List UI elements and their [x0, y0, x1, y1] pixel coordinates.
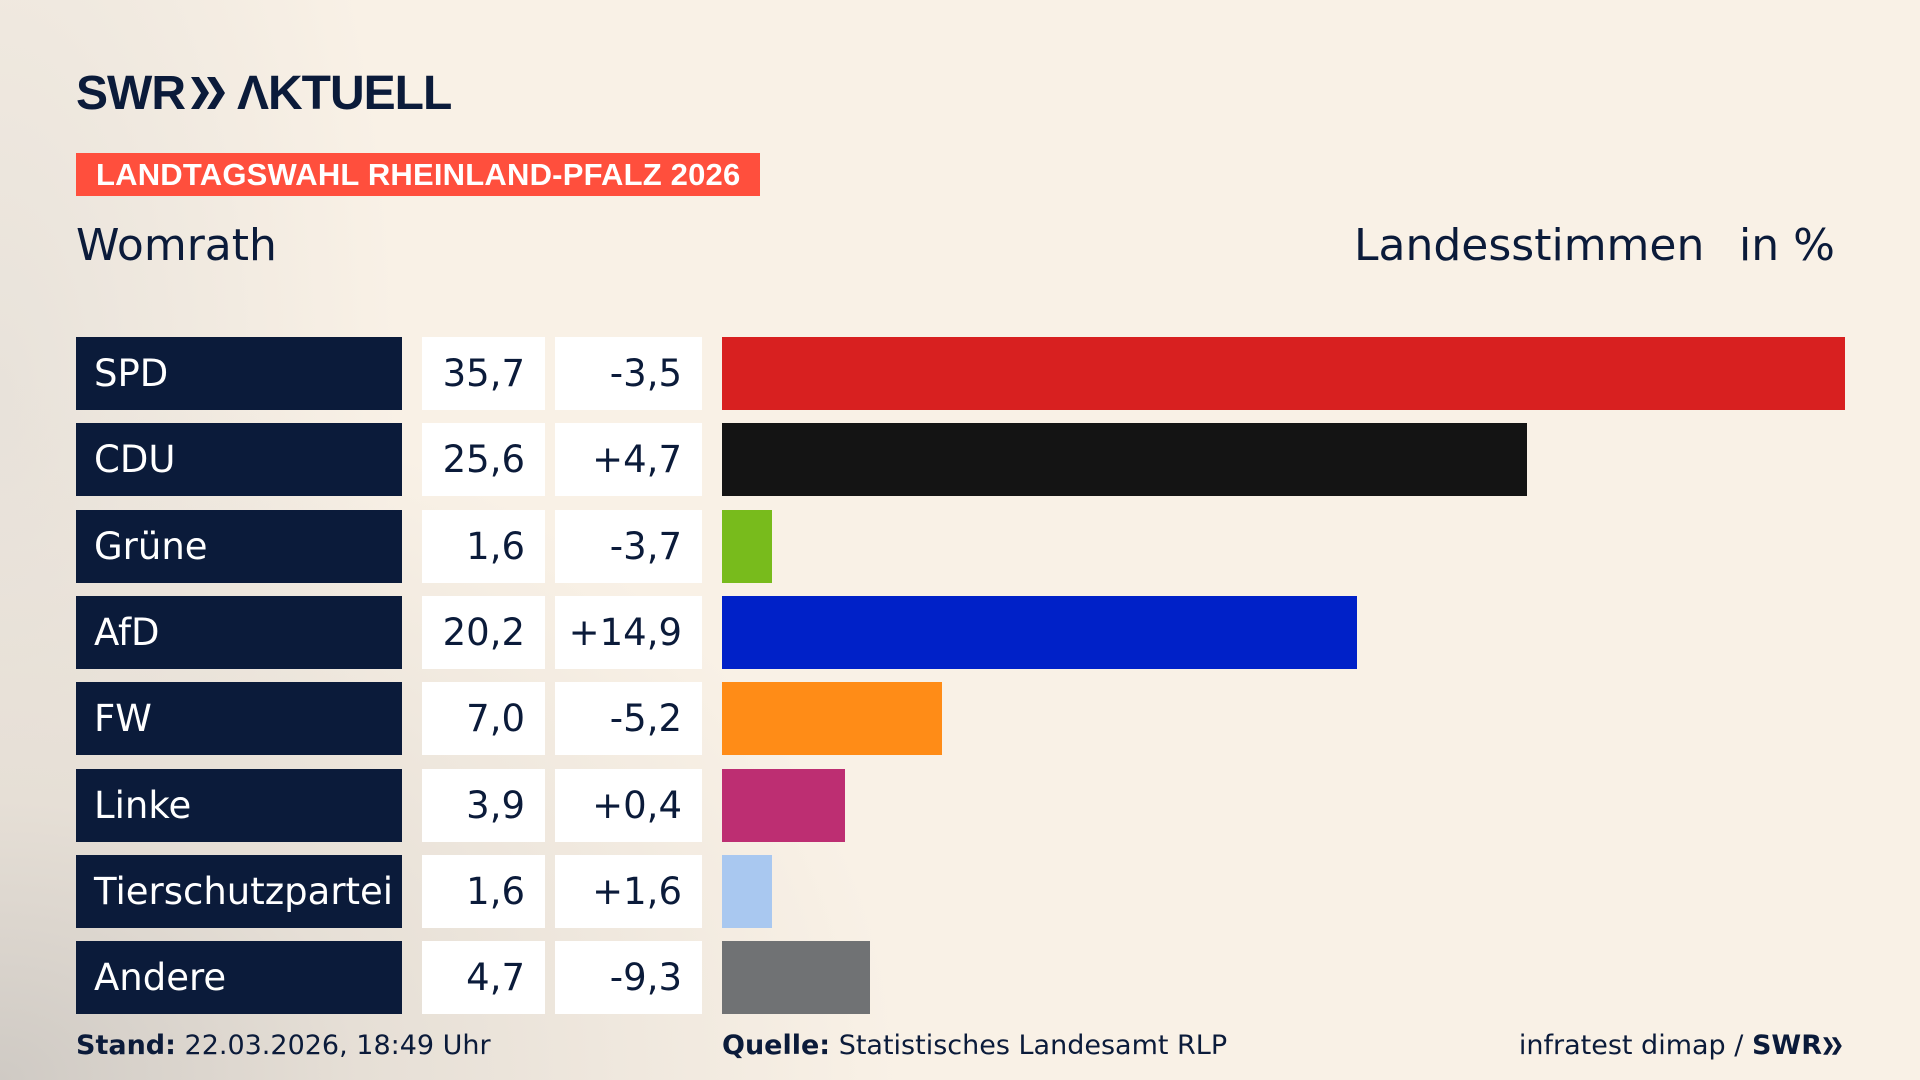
result-row: Tierschutzpartei 1,6 +1,6 [0, 854, 1920, 928]
stand-value: 22.03.2026, 18:49 Uhr [184, 1030, 491, 1061]
place-title: Womrath [76, 220, 277, 271]
vote-share: 7,0 [422, 682, 545, 756]
result-row: Andere 4,7 -9,3 [0, 941, 1920, 1015]
party-name: Andere [76, 941, 402, 1015]
swr-aktuell-logo: SWR ΛKTUELL [76, 66, 452, 120]
vote-share: 20,2 [422, 595, 545, 669]
bar-spd [722, 337, 1845, 410]
party-name: AfD [76, 595, 402, 669]
vote-share: 35,7 [422, 337, 545, 410]
vote-change: +0,4 [555, 768, 702, 842]
bar-cdu [722, 423, 1528, 497]
timestamp: Stand: 22.03.2026, 18:49 Uhr [76, 1030, 491, 1061]
vote-change: -9,3 [555, 941, 702, 1015]
party-name: Tierschutzpartei [76, 854, 402, 928]
vote-change: +4,7 [555, 423, 702, 497]
unit-label: in % [1739, 220, 1835, 271]
source-value: Statistisches Landesamt RLP [838, 1030, 1228, 1061]
party-name: Linke [76, 768, 402, 842]
bar-andere [722, 941, 870, 1015]
bar-afd [722, 595, 1358, 669]
bar-fw [722, 682, 943, 756]
party-name: SPD [76, 337, 402, 410]
stand-label: Stand: [76, 1030, 176, 1061]
vote-share: 3,9 [422, 768, 545, 842]
result-row: Grüne 1,6 -3,7 [0, 509, 1920, 583]
vote-type-label: Landesstimmen [1354, 220, 1705, 271]
vote-change: +1,6 [555, 854, 702, 928]
bar-tierschutzpartei [722, 854, 773, 928]
bar-grüne [722, 509, 773, 583]
party-name: FW [76, 682, 402, 756]
election-banner: LANDTAGSWAHL RHEINLAND-PFALZ 2026 [76, 153, 761, 196]
credit-text: infratest dimap / [1518, 1030, 1744, 1061]
vote-change: -5,2 [555, 682, 702, 756]
vote-share: 1,6 [422, 509, 545, 583]
result-row: FW 7,0 -5,2 [0, 682, 1920, 756]
result-row: AfD 20,2 +14,9 [0, 595, 1920, 669]
vote-share: 4,7 [422, 941, 545, 1015]
swr-logo-small: SWR [1751, 1030, 1822, 1061]
vote-change: +14,9 [555, 595, 702, 669]
source-label: Quelle: [722, 1030, 831, 1061]
party-name: CDU [76, 423, 402, 497]
double-chevron-icon [190, 77, 225, 109]
vote-share: 25,6 [422, 423, 545, 497]
source: Quelle: Statistisches Landesamt RLP [722, 1030, 1227, 1061]
bar-linke [722, 768, 845, 842]
vote-change: -3,5 [555, 337, 702, 410]
vote-change: -3,7 [555, 509, 702, 583]
credit: infratest dimap / SWR [1519, 1030, 1844, 1061]
result-row: CDU 25,6 +4,7 [0, 423, 1920, 497]
double-chevron-icon [1823, 1036, 1842, 1055]
result-row: SPD 35,7 -3,5 [0, 337, 1920, 410]
vote-share: 1,6 [422, 854, 545, 928]
result-row: Linke 3,9 +0,4 [0, 768, 1920, 842]
party-name: Grüne [76, 509, 402, 583]
